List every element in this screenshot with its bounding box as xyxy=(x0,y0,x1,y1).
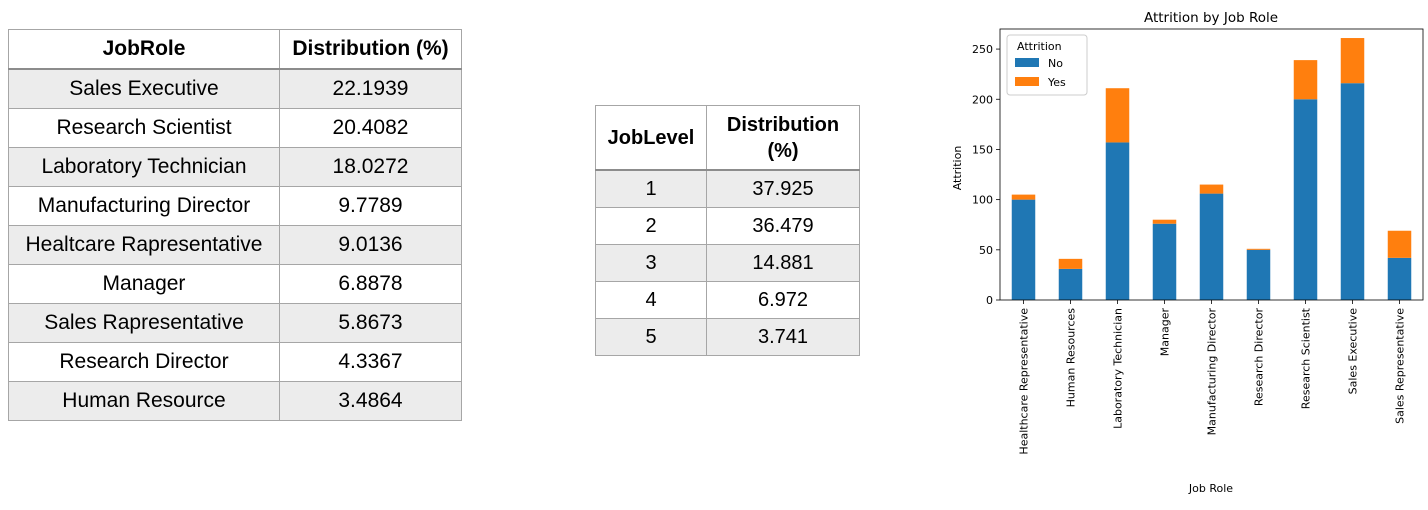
x-tick-label: Healthcare Representative xyxy=(1018,308,1031,455)
bar-yes xyxy=(1387,230,1412,258)
distribution-cell: 20.4082 xyxy=(279,108,462,148)
bar-no xyxy=(1152,223,1177,300)
bar-no xyxy=(1199,193,1224,300)
jobrole-cell: Laboratory Technician xyxy=(8,147,280,187)
x-tick-label: Research Scientist xyxy=(1300,307,1313,409)
legend-swatch-yes xyxy=(1015,77,1039,86)
bar-yes xyxy=(1152,219,1177,224)
joblevel-distribution-table: JobLevel Distribution (%) 1 37.925 2 36.479 3… xyxy=(595,105,860,356)
chart-bars xyxy=(1011,38,1412,300)
x-tick-label: Laboratory Technician xyxy=(1112,308,1125,429)
legend-label-no: No xyxy=(1048,57,1063,70)
y-tick-label: 0 xyxy=(986,294,993,307)
jobrole-row: Sales Executive 22.1939 xyxy=(8,68,462,109)
jobrole-header: JobRole xyxy=(8,29,280,70)
joblevel-row: 2 36.479 xyxy=(595,207,860,245)
jobrole-cell: Research Scientist xyxy=(8,108,280,148)
distribution-cell: 36.479 xyxy=(706,207,860,245)
jobrole-row: Laboratory Technician 18.0272 xyxy=(8,147,462,187)
legend-label-yes: Yes xyxy=(1047,76,1066,89)
y-tick-label: 150 xyxy=(972,143,993,156)
joblevel-row: 3 14.881 xyxy=(595,244,860,282)
legend-title: Attrition xyxy=(1017,40,1062,53)
jobrole-row: Human Resource 3.4864 xyxy=(8,381,462,421)
jobrole-cell: Sales Rapresentative xyxy=(8,303,280,343)
bar-yes xyxy=(1293,60,1318,100)
jobrole-cell: Sales Executive xyxy=(8,68,280,109)
y-axis: 0 50 100 150 200 250 xyxy=(972,43,1000,307)
jobrole-cell: Healtcare Rapresentative xyxy=(8,225,280,265)
distribution-cell: 3.741 xyxy=(706,318,860,356)
distribution-cell: 9.0136 xyxy=(279,225,462,265)
jobrole-cell: Manager xyxy=(8,264,280,304)
y-tick-label: 200 xyxy=(972,93,993,106)
bar-no xyxy=(1105,142,1130,300)
legend-swatch-no xyxy=(1015,58,1039,67)
joblevel-cell: 1 xyxy=(595,169,707,208)
x-tick-label: Sales Executive xyxy=(1347,308,1360,395)
jobrole-row: Sales Rapresentative 5.8673 xyxy=(8,303,462,343)
jobrole-row: Manager 6.8878 xyxy=(8,264,462,304)
jobrole-row: Manufacturing Director 9.7789 xyxy=(8,186,462,226)
bar-yes xyxy=(1011,194,1036,200)
bar-no xyxy=(1058,268,1083,300)
bar-no xyxy=(1293,99,1318,300)
joblevel-row: 4 6.972 xyxy=(595,281,860,319)
jobrole-cell: Manufacturing Director xyxy=(8,186,280,226)
y-tick-label: 100 xyxy=(972,194,993,207)
joblevel-cell: 3 xyxy=(595,244,707,282)
bar-yes xyxy=(1246,248,1271,250)
jobrole-distribution-table: JobRole Distribution (%) Sales Executive… xyxy=(8,29,462,421)
jobrole-row: Healtcare Rapresentative 9.0136 xyxy=(8,225,462,265)
bar-yes xyxy=(1199,184,1224,194)
y-tick-label: 50 xyxy=(979,244,993,257)
y-axis-label: Attrition xyxy=(951,146,964,191)
distribution-cell: 22.1939 xyxy=(279,68,462,109)
joblevel-cell: 5 xyxy=(595,318,707,356)
bar-no xyxy=(1340,83,1365,300)
x-tick-label: Manager xyxy=(1159,308,1172,357)
distribution-cell: 5.8673 xyxy=(279,303,462,343)
bar-yes xyxy=(1058,258,1083,269)
legend: Attrition No Yes xyxy=(1006,34,1088,96)
x-tick-label: Sales Representative xyxy=(1394,308,1407,424)
x-axis: Healthcare Representative Human Resources… xyxy=(1018,300,1407,455)
distribution-header: Distribution (%) xyxy=(706,105,860,171)
joblevel-cell: 4 xyxy=(595,281,707,319)
distribution-cell: 6.972 xyxy=(706,281,860,319)
joblevel-cell: 2 xyxy=(595,207,707,245)
chart-title: Attrition by Job Role xyxy=(1144,10,1278,26)
jobrole-cell: Research Director xyxy=(8,342,280,382)
distribution-cell: 18.0272 xyxy=(279,147,462,187)
plot-frame xyxy=(999,28,1424,301)
bar-yes xyxy=(1340,38,1365,84)
jobrole-row: Research Director 4.3367 xyxy=(8,342,462,382)
bar-no xyxy=(1387,257,1412,300)
joblevel-row: 1 37.925 xyxy=(595,169,860,208)
jobrole-row: Research Scientist 20.4082 xyxy=(8,108,462,148)
x-tick-label: Research Director xyxy=(1253,308,1266,407)
attrition-by-job-role-chart: Attrition by Job Role 0 50 100 150 200 250 He… xyxy=(951,10,1424,495)
distribution-header: Distribution (%) xyxy=(279,29,462,70)
jobrole-cell: Human Resource xyxy=(8,381,280,421)
distribution-cell: 9.7789 xyxy=(279,186,462,226)
distribution-cell: 4.3367 xyxy=(279,342,462,382)
distribution-cell: 3.4864 xyxy=(279,381,462,421)
y-tick-label: 250 xyxy=(972,43,993,56)
bar-yes xyxy=(1105,88,1130,143)
distribution-cell: 6.8878 xyxy=(279,264,462,304)
distribution-cell: 14.881 xyxy=(706,244,860,282)
x-tick-label: Human Resources xyxy=(1065,308,1078,408)
distribution-cell: 37.925 xyxy=(706,169,860,208)
bar-no xyxy=(1011,199,1036,300)
bar-no xyxy=(1246,249,1271,300)
joblevel-row: 5 3.741 xyxy=(595,318,860,356)
joblevel-header: JobLevel xyxy=(595,105,707,171)
x-axis-label: Job Role xyxy=(1188,482,1233,495)
x-tick-label: Manufacturing Director xyxy=(1206,308,1219,436)
